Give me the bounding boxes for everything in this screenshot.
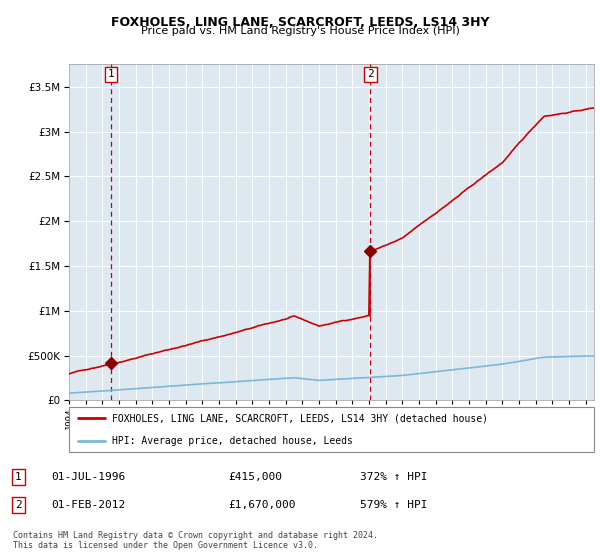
Text: 2: 2	[15, 500, 22, 510]
Text: 2: 2	[367, 69, 374, 80]
Text: Contains HM Land Registry data © Crown copyright and database right 2024.
This d: Contains HM Land Registry data © Crown c…	[13, 531, 378, 550]
Text: 579% ↑ HPI: 579% ↑ HPI	[360, 500, 427, 510]
Text: £1,670,000: £1,670,000	[228, 500, 296, 510]
Text: FOXHOLES, LING LANE, SCARCROFT, LEEDS, LS14 3HY: FOXHOLES, LING LANE, SCARCROFT, LEEDS, L…	[111, 16, 489, 29]
Text: 1: 1	[15, 472, 22, 482]
Text: 372% ↑ HPI: 372% ↑ HPI	[360, 472, 427, 482]
Text: 01-JUL-1996: 01-JUL-1996	[51, 472, 125, 482]
Text: FOXHOLES, LING LANE, SCARCROFT, LEEDS, LS14 3HY (detached house): FOXHOLES, LING LANE, SCARCROFT, LEEDS, L…	[112, 413, 488, 423]
Text: 1: 1	[107, 69, 114, 80]
Text: £415,000: £415,000	[228, 472, 282, 482]
Text: 01-FEB-2012: 01-FEB-2012	[51, 500, 125, 510]
FancyBboxPatch shape	[69, 407, 594, 452]
Text: Price paid vs. HM Land Registry's House Price Index (HPI): Price paid vs. HM Land Registry's House …	[140, 26, 460, 36]
Text: HPI: Average price, detached house, Leeds: HPI: Average price, detached house, Leed…	[112, 436, 353, 446]
